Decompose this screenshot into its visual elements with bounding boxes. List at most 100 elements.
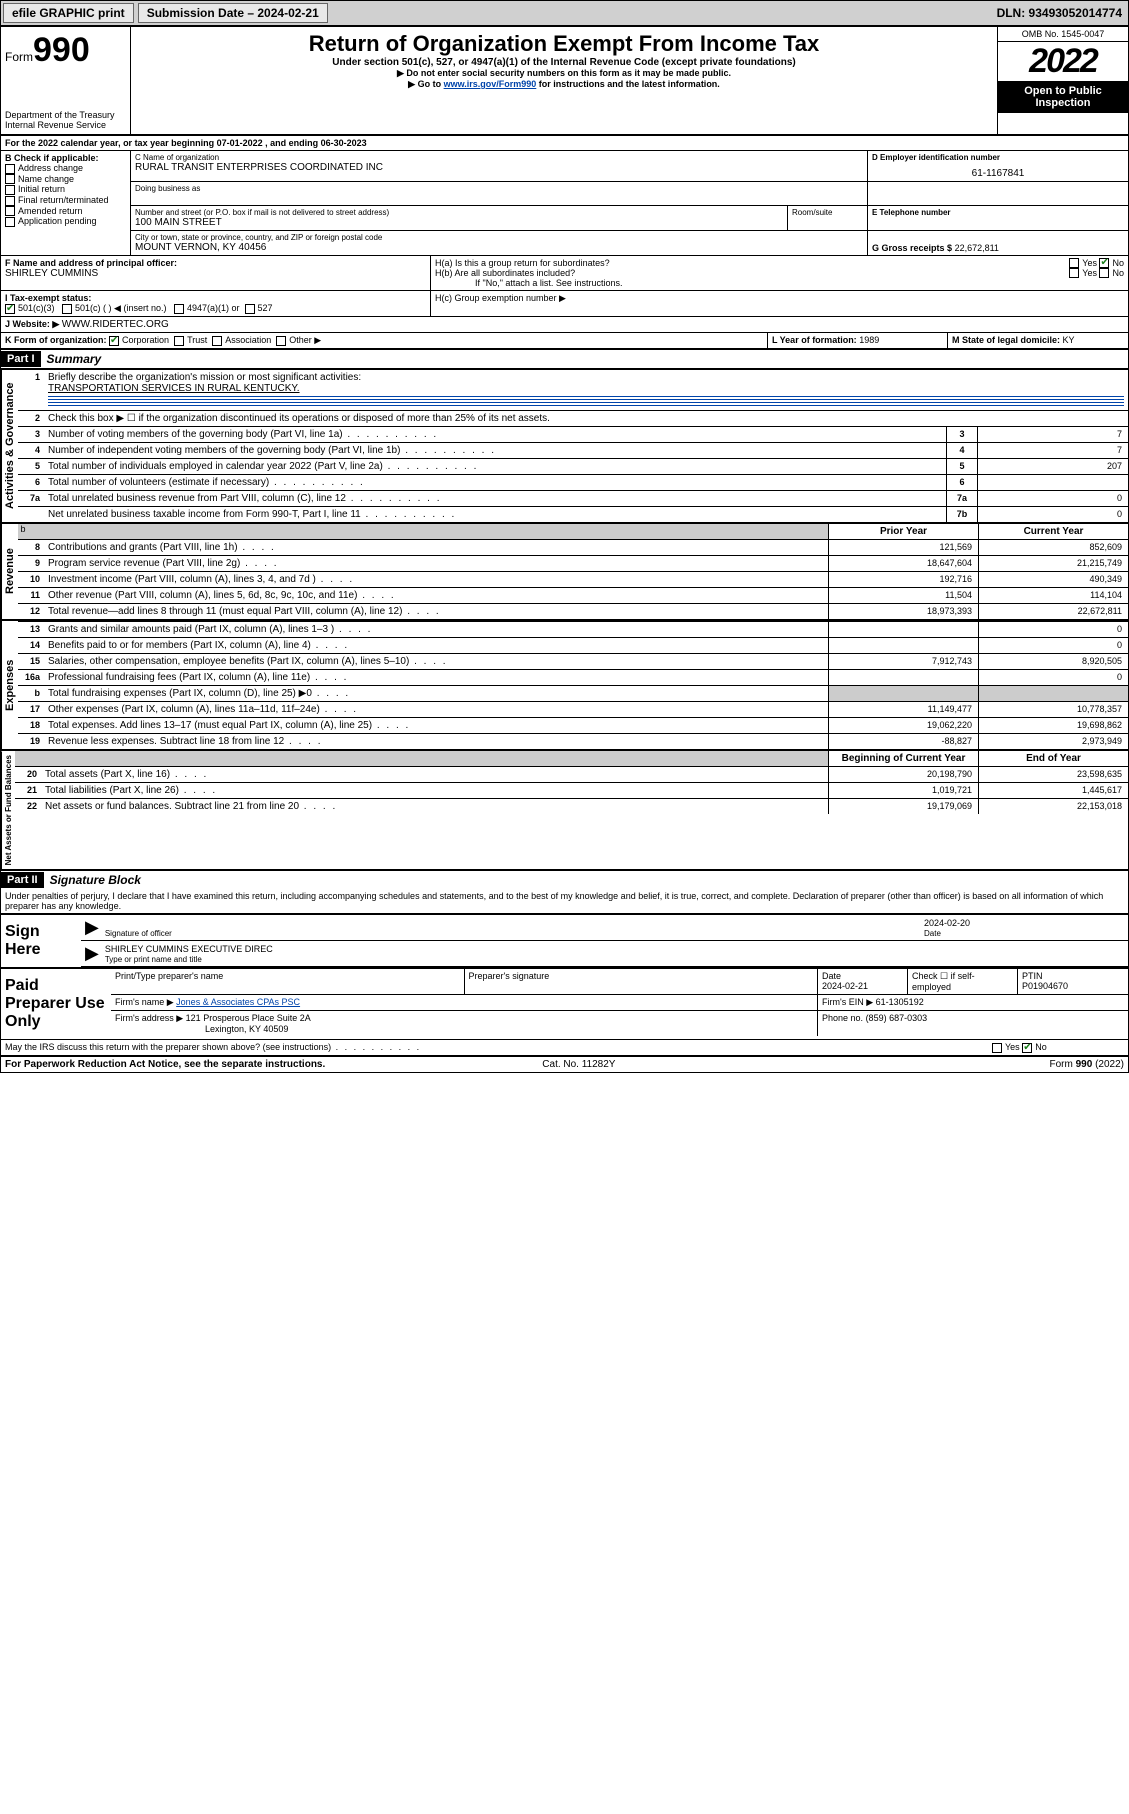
- gov-desc: Total number of volunteers (estimate if …: [44, 475, 946, 490]
- row-desc: Grants and similar amounts paid (Part IX…: [44, 622, 828, 637]
- irs-link[interactable]: www.irs.gov/Form990: [444, 79, 537, 89]
- prior-val: 1,019,721: [828, 783, 978, 798]
- ptin: P01904670: [1022, 981, 1068, 991]
- prior-val: 20,198,790: [828, 767, 978, 782]
- box-k-label: K Form of organization:: [5, 335, 107, 345]
- prep-date: 2024-02-21: [822, 981, 868, 991]
- gov-desc: Total unrelated business revenue from Pa…: [44, 491, 946, 506]
- room-label: Room/suite: [792, 208, 863, 217]
- line-a: For the 2022 calendar year, or tax year …: [1, 136, 1128, 150]
- row-desc: Total liabilities (Part X, line 26): [41, 783, 828, 798]
- curr-val: [978, 686, 1128, 701]
- colh-prior: Prior Year: [828, 524, 978, 539]
- paid-preparer-label: Paid Preparer Use Only: [1, 969, 111, 1039]
- street: 100 MAIN STREET: [135, 217, 783, 228]
- box-f-label: F Name and address of principal officer:: [5, 258, 177, 268]
- check-self: Check ☐ if self-employed: [908, 969, 1018, 994]
- curr-val: 22,672,811: [978, 604, 1128, 619]
- gov-val: 7: [978, 443, 1128, 458]
- org-name: RURAL TRANSIT ENTERPRISES COORDINATED IN…: [135, 162, 863, 173]
- ha-label: H(a) Is this a group return for subordin…: [435, 258, 1069, 268]
- row-desc: Contributions and grants (Part VIII, lin…: [44, 540, 828, 555]
- penalty-text: Under penalties of perjury, I declare th…: [1, 889, 1128, 913]
- form-footer: Form 990 (2022): [1050, 1059, 1124, 1070]
- form-title: Return of Organization Exempt From Incom…: [135, 31, 993, 57]
- open-public: Open to Public Inspection: [998, 81, 1128, 113]
- curr-val: 8,920,505: [978, 654, 1128, 669]
- hb-note: If "No," attach a list. See instructions…: [435, 278, 1124, 288]
- part-ii-hdr: Part II: [1, 872, 44, 888]
- gov-desc: Net unrelated business taxable income fr…: [44, 507, 946, 522]
- vlabel-rev: Revenue: [1, 524, 18, 619]
- year-formation: 1989: [859, 335, 879, 345]
- instr-2: ▶ Go to www.irs.gov/Form990 for instruct…: [135, 79, 993, 90]
- q1: Briefly describe the organization's miss…: [48, 372, 361, 383]
- row-desc: Benefits paid to or for members (Part IX…: [44, 638, 828, 653]
- cat-no: Cat. No. 11282Y: [542, 1059, 615, 1070]
- row-desc: Revenue less expenses. Subtract line 18 …: [44, 734, 828, 749]
- street-label: Number and street (or P.O. box if mail i…: [135, 208, 783, 217]
- row-desc: Total expenses. Add lines 13–17 (must eq…: [44, 718, 828, 733]
- gov-desc: Number of voting members of the governin…: [44, 427, 946, 442]
- prior-val: 18,647,604: [828, 556, 978, 571]
- gross-receipts: 22,672,811: [955, 243, 999, 253]
- colh-beg: Beginning of Current Year: [828, 751, 978, 766]
- firm-name[interactable]: Jones & Associates CPAs PSC: [176, 997, 300, 1007]
- box-d-label: D Employer identification number: [872, 153, 1124, 162]
- vlabel-gov: Activities & Governance: [1, 370, 18, 522]
- tax-year: 2022: [998, 42, 1128, 81]
- phone: (859) 687-0303: [866, 1013, 928, 1023]
- q1v: TRANSPORTATION SERVICES IN RURAL KENTUCK…: [48, 383, 300, 394]
- prior-val: 11,149,477: [828, 702, 978, 717]
- row-desc: Total assets (Part X, line 16): [41, 767, 828, 782]
- part-i-hdr: Part I: [1, 351, 41, 367]
- officer-name: SHIRLEY CUMMINS: [5, 268, 98, 279]
- curr-val: 22,153,018: [978, 799, 1128, 814]
- firm-addr2: Lexington, KY 40509: [115, 1024, 288, 1034]
- gov-val: 7: [978, 427, 1128, 442]
- irs-label: Internal Revenue Service: [5, 120, 126, 130]
- q2: Check this box ▶ ☐ if the organization d…: [44, 411, 1128, 426]
- sig-arrow-icon: ▶: [85, 917, 99, 938]
- curr-val: 0: [978, 622, 1128, 637]
- gov-val: [978, 475, 1128, 490]
- box-e-label: E Telephone number: [872, 208, 1124, 217]
- curr-val: 490,349: [978, 572, 1128, 587]
- prior-val: [828, 670, 978, 685]
- prior-val: 11,504: [828, 588, 978, 603]
- curr-val: 1,445,617: [978, 783, 1128, 798]
- row-desc: Professional fundraising fees (Part IX, …: [44, 670, 828, 685]
- city: MOUNT VERNON, KY 40456: [135, 242, 863, 253]
- domicile: KY: [1063, 335, 1075, 345]
- box-i-label: I Tax-exempt status:: [5, 293, 91, 303]
- row-desc: Investment income (Part VIII, column (A)…: [44, 572, 828, 587]
- dln-text: DLN: 93493052014774: [991, 4, 1128, 22]
- firm-ein: 61-1305192: [876, 997, 924, 1007]
- row-desc: Net assets or fund balances. Subtract li…: [41, 799, 828, 814]
- discuss-q: May the IRS discuss this return with the…: [5, 1042, 421, 1052]
- hc-label: H(c) Group exemption number ▶: [431, 291, 1128, 316]
- part-i-title: Summary: [41, 350, 108, 368]
- efile-print-button[interactable]: efile GRAPHIC print: [3, 3, 134, 23]
- curr-val: 2,973,949: [978, 734, 1128, 749]
- firm-addr1: 121 Prosperous Place Suite 2A: [186, 1013, 311, 1023]
- prior-val: 19,062,220: [828, 718, 978, 733]
- row-desc: Total fundraising expenses (Part IX, col…: [44, 686, 828, 701]
- box-c-label: C Name of organization: [135, 153, 863, 162]
- ein: 61-1167841: [872, 162, 1124, 179]
- vlabel-exp: Expenses: [1, 621, 18, 749]
- website: WWW.RIDERTEC.ORG: [62, 319, 169, 330]
- curr-val: 852,609: [978, 540, 1128, 555]
- curr-val: 0: [978, 670, 1128, 685]
- curr-val: 21,215,749: [978, 556, 1128, 571]
- prior-val: 19,179,069: [828, 799, 978, 814]
- prior-val: 121,569: [828, 540, 978, 555]
- prior-val: 192,716: [828, 572, 978, 587]
- submission-date-button[interactable]: Submission Date – 2024-02-21: [138, 3, 328, 23]
- box-b: B Check if applicable: Address change Na…: [1, 151, 131, 255]
- sig-date: 2024-02-20: [924, 918, 970, 928]
- vlabel-net: Net Assets or Fund Balances: [1, 751, 15, 869]
- gov-val: 207: [978, 459, 1128, 474]
- pra-notice: For Paperwork Reduction Act Notice, see …: [5, 1059, 325, 1070]
- part-ii-title: Signature Block: [44, 871, 147, 889]
